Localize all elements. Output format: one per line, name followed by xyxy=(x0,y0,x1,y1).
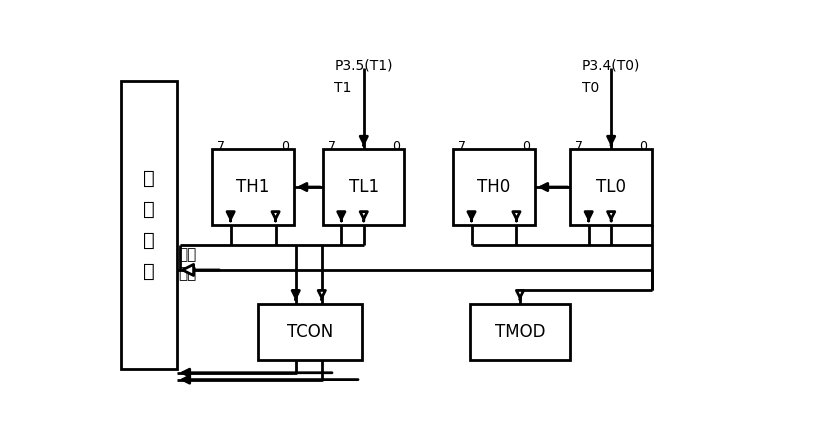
Text: 微
处
理
器: 微 处 理 器 xyxy=(143,169,155,281)
Text: 内部
总线: 内部 总线 xyxy=(179,247,197,281)
Bar xyxy=(258,303,362,360)
Text: 7: 7 xyxy=(575,141,583,154)
Text: 0: 0 xyxy=(522,141,530,154)
Bar xyxy=(121,81,176,368)
Text: 7: 7 xyxy=(328,141,335,154)
Text: 0: 0 xyxy=(281,141,289,154)
Text: 0: 0 xyxy=(392,141,400,154)
Text: 7: 7 xyxy=(458,141,465,154)
Text: TL1: TL1 xyxy=(349,178,379,196)
Bar xyxy=(213,150,294,225)
Text: 0: 0 xyxy=(639,141,648,154)
Text: P3.4(T0): P3.4(T0) xyxy=(582,58,640,73)
Bar xyxy=(454,150,535,225)
Bar xyxy=(570,150,652,225)
Text: T0: T0 xyxy=(581,81,599,95)
Text: TMOD: TMOD xyxy=(495,323,545,341)
Text: T1: T1 xyxy=(334,81,352,95)
Text: TCON: TCON xyxy=(287,323,333,341)
Text: 7: 7 xyxy=(217,141,225,154)
Bar xyxy=(470,303,570,360)
Text: TH1: TH1 xyxy=(236,178,270,196)
Bar xyxy=(323,150,405,225)
Text: TL0: TL0 xyxy=(596,178,626,196)
Text: TH0: TH0 xyxy=(477,178,511,196)
Text: P3.5(T1): P3.5(T1) xyxy=(334,58,393,73)
